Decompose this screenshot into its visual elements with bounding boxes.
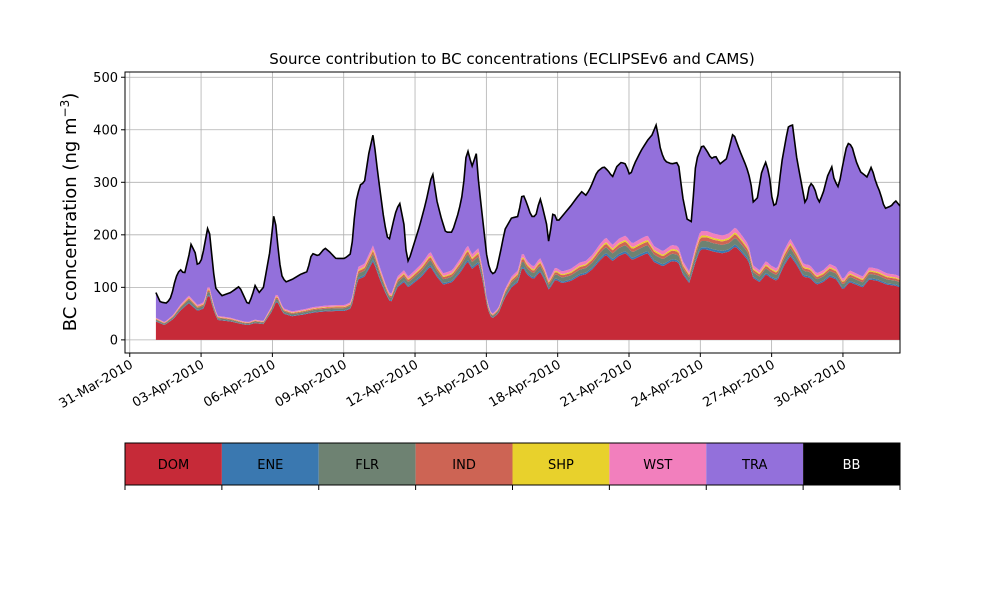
legend-swatch-dom <box>125 443 222 485</box>
legend-swatch-ene <box>221 443 319 485</box>
legend-label: FLR <box>355 458 379 473</box>
x-tick-label: 21-Apr-2010 <box>558 357 635 410</box>
x-tick-label: 03-Apr-2010 <box>130 357 207 410</box>
x-tick-label: 24-Apr-2010 <box>629 357 706 410</box>
legend-label: ENE <box>257 458 283 473</box>
stacked-areas <box>155 122 901 340</box>
legend-label: TRA <box>741 458 767 473</box>
y-tick-label: 400 <box>93 123 118 138</box>
legend-swatch-shp <box>512 443 610 485</box>
y-tick-label: 0 <box>110 333 118 348</box>
legend-label: WST <box>643 458 672 473</box>
x-tick-label: 15-Apr-2010 <box>415 357 492 410</box>
legend-colorbar: DOM ENE FLR IND SHP WST TRA BB <box>124 442 901 490</box>
y-tick-label: 200 <box>93 228 118 243</box>
legend-swatch-flr <box>318 443 416 485</box>
legend-label: DOM <box>158 458 189 473</box>
x-tick-label: 12-Apr-2010 <box>344 357 421 410</box>
legend-swatch-tra <box>706 443 804 485</box>
legend-swatch-ind <box>415 443 513 485</box>
x-axis: 31-Mar-201003-Apr-201006-Apr-201009-Apr-… <box>57 353 849 412</box>
y-tick-label: 500 <box>93 71 118 86</box>
x-tick-label: 06-Apr-2010 <box>201 357 278 410</box>
x-tick-label: 18-Apr-2010 <box>487 357 564 410</box>
x-tick-label: 31-Mar-2010 <box>57 357 136 411</box>
y-tick-label: 300 <box>93 176 118 191</box>
legend-label: SHP <box>548 458 574 473</box>
line-bb-total <box>155 122 901 305</box>
y-tick-label: 100 <box>93 281 118 296</box>
x-tick-label: 27-Apr-2010 <box>701 357 778 410</box>
x-tick-label: 09-Apr-2010 <box>273 357 350 410</box>
y-axis: 0 100 200 300 400 500 <box>93 71 125 348</box>
plot-border <box>124 71 901 354</box>
area-tra <box>155 125 900 322</box>
area-dom <box>155 246 900 340</box>
y-axis-label: BC concentration (ng m−3) <box>58 93 81 332</box>
legend-label: IND <box>452 458 476 473</box>
x-tick-label: 30-Apr-2010 <box>772 357 849 410</box>
legend-swatch-bb <box>803 443 900 485</box>
legend-swatch-wst <box>609 443 707 485</box>
legend-label: BB <box>843 458 861 473</box>
chart-title: Source contribution to BC concentrations… <box>269 50 754 68</box>
